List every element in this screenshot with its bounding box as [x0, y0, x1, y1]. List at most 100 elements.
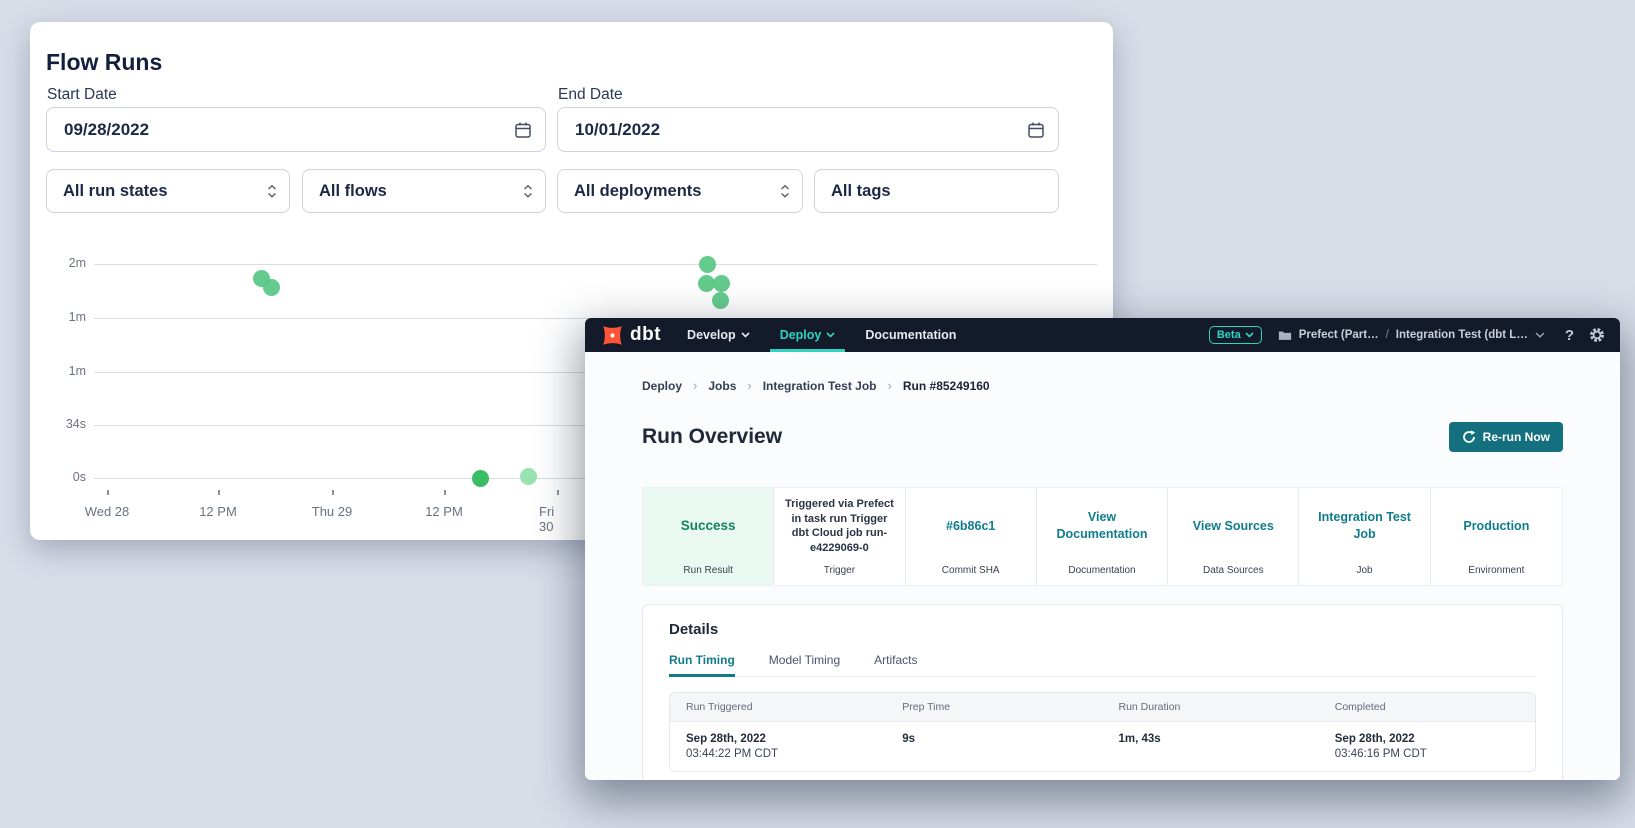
flow-run-point[interactable]: [712, 274, 730, 292]
nav-item-label: Deploy: [779, 328, 822, 342]
end-date-input[interactable]: [558, 108, 1058, 151]
chevron-updown-icon: [522, 184, 534, 199]
summary-card-value: Integration Test Job: [1318, 510, 1411, 542]
dbt-nav-menu: Develop Deploy Documentation: [687, 318, 986, 352]
nav-item-deploy[interactable]: Deploy: [769, 318, 846, 352]
flow-runs-title: Flow Runs: [46, 49, 163, 76]
filter-flows[interactable]: All flows: [302, 169, 546, 213]
summary-card-caption: Data Sources: [1202, 564, 1264, 576]
dbt-logo[interactable]: dbt: [600, 323, 661, 348]
run-summary-cards: Success Run Result Triggered via Prefect i…: [642, 486, 1563, 586]
dbt-cloud-window: dbt Develop Deploy Documentation Beta Pref…: [585, 318, 1620, 780]
tab-run-timing[interactable]: Run Timing: [669, 653, 735, 677]
folder-icon: [1278, 331, 1291, 340]
x-axis-tick-label: 12 PM: [425, 504, 463, 519]
filter-run-states-label: All run states: [63, 181, 168, 200]
nav-item-documentation[interactable]: Documentation: [865, 318, 956, 352]
breadcrumb-separator-icon: ›: [747, 378, 752, 393]
nav-item-develop[interactable]: Develop: [687, 318, 750, 352]
summary-card-environment[interactable]: Production Environment: [1431, 488, 1562, 585]
rerun-now-label: Re-run Now: [1482, 430, 1550, 445]
summary-card-value: View Documentation: [1056, 510, 1148, 542]
x-axis-tick-mark: [218, 490, 220, 495]
flow-run-point[interactable]: [519, 467, 537, 485]
summary-card-run-result[interactable]: Success Run Result: [643, 487, 775, 585]
flow-run-point[interactable]: [262, 278, 280, 296]
x-axis-tick-label: 12 PM: [199, 504, 237, 519]
details-tabs: Run Timing Model Timing Artifacts: [669, 653, 1536, 677]
table-cell-subvalue: 03:44:22 PM CDT: [686, 747, 779, 760]
calendar-icon[interactable]: [514, 121, 532, 139]
table-cell-value: 9s: [902, 732, 916, 745]
flow-run-point[interactable]: [711, 291, 729, 309]
start-date-input[interactable]: [47, 108, 545, 151]
start-date-field[interactable]: [46, 107, 546, 152]
summary-card-caption: Job: [1356, 564, 1373, 576]
table-cell-value: Sep 28th, 2022: [1334, 732, 1415, 745]
tab-model-timing[interactable]: Model Timing: [768, 652, 841, 667]
summary-card-value: Triggered via Prefect in task run Trigge…: [785, 497, 894, 555]
flow-run-point[interactable]: [471, 469, 489, 487]
table-cell: Sep 28th, 2022 03:46:16 PM CDT: [1319, 722, 1535, 771]
account-project-switcher[interactable]: Prefect (Part… / Integration Test (dbt L…: [1278, 329, 1545, 341]
refresh-icon: [1462, 430, 1475, 444]
summary-card-job[interactable]: Integration Test Job Job: [1299, 487, 1431, 585]
chevron-down-icon: [741, 332, 750, 338]
page-title-row: Run Overview Re-run Now: [642, 408, 1563, 467]
dbt-logo-icon: [603, 325, 622, 345]
flow-run-point[interactable]: [697, 274, 715, 292]
summary-card-data-sources[interactable]: View Sources Data Sources: [1168, 487, 1300, 585]
tab-artifacts[interactable]: Artifacts: [874, 652, 918, 667]
beta-label: Beta: [1216, 329, 1241, 341]
breadcrumb-item[interactable]: Deploy: [642, 378, 683, 393]
flow-runs-panel: Flow Runs Start Date End Date: [30, 22, 1113, 540]
summary-card-value: #6b86c1: [946, 518, 996, 533]
account-name: Prefect (Part…: [1298, 329, 1379, 341]
summary-card-documentation[interactable]: View Documentation Documentation: [1037, 487, 1169, 585]
run-timing-table: Run Triggered Prep Time Run Duration Comple…: [669, 691, 1536, 772]
filter-deployments[interactable]: All deployments: [557, 169, 803, 213]
x-axis-tick-mark: [444, 490, 446, 495]
breadcrumb-item[interactable]: Integration Test Job: [762, 378, 877, 393]
beta-dropdown[interactable]: Beta: [1208, 326, 1262, 344]
rerun-now-button[interactable]: Re-run Now: [1448, 422, 1563, 453]
summary-card-commit-sha[interactable]: #6b86c1 Commit SHA: [906, 487, 1037, 585]
summary-card-trigger[interactable]: Triggered via Prefect in task run Trigge…: [774, 487, 906, 585]
calendar-icon[interactable]: [1027, 121, 1045, 139]
breadcrumb-item[interactable]: Jobs: [708, 378, 737, 393]
filter-flows-label: All flows: [319, 181, 387, 200]
y-axis-tick-label: 1m: [68, 364, 86, 378]
flow-run-point[interactable]: [252, 269, 270, 287]
x-axis-tick-label: Thu 29: [311, 504, 353, 519]
chevron-down-icon: [1245, 332, 1254, 338]
chart-gridline: [94, 264, 1097, 265]
nav-item-label: Documentation: [865, 328, 957, 342]
table-row: Sep 28th, 2022 03:44:22 PM CDT 9s 1m, 43s Se…: [670, 721, 1535, 771]
breadcrumb: Deploy › Jobs › Integration Test Job › Run #85…: [642, 378, 1563, 393]
flow-run-point[interactable]: [698, 255, 716, 273]
table-cell-subvalue: 03:46:16 PM CDT: [1334, 747, 1427, 760]
summary-card-value: View Sources: [1192, 518, 1274, 533]
filter-tags[interactable]: All tags: [814, 169, 1059, 213]
summary-card-caption: Environment: [1468, 564, 1525, 576]
x-axis-tick-mark: [107, 490, 109, 495]
breadcrumb-item: Run #85249160: [902, 378, 990, 393]
settings-gear-icon[interactable]: [1589, 327, 1605, 343]
filter-run-states[interactable]: All run states: [46, 169, 290, 213]
table-cell-value: 1m, 43s: [1118, 732, 1161, 745]
help-icon[interactable]: ?: [1564, 326, 1574, 344]
account-project-separator: /: [1385, 329, 1389, 341]
table-column-header: Prep Time: [902, 700, 951, 713]
table-column-header: Run Triggered: [686, 700, 753, 713]
details-panel: Details Run Timing Model Timing Artifacts …: [642, 603, 1563, 780]
end-date-field[interactable]: [557, 107, 1059, 152]
y-axis-tick-label: 34s: [65, 417, 86, 431]
summary-card-caption: Commit SHA: [941, 564, 1000, 576]
filter-row: All run states All flows All deployments Al…: [46, 169, 1059, 213]
x-axis-tick-mark: [557, 490, 559, 495]
summary-card-caption: Trigger: [823, 564, 856, 576]
x-axis-tick-mark: [332, 490, 334, 495]
summary-card-value: Success: [680, 518, 736, 534]
nav-utility-icons: ?: [1565, 327, 1605, 344]
